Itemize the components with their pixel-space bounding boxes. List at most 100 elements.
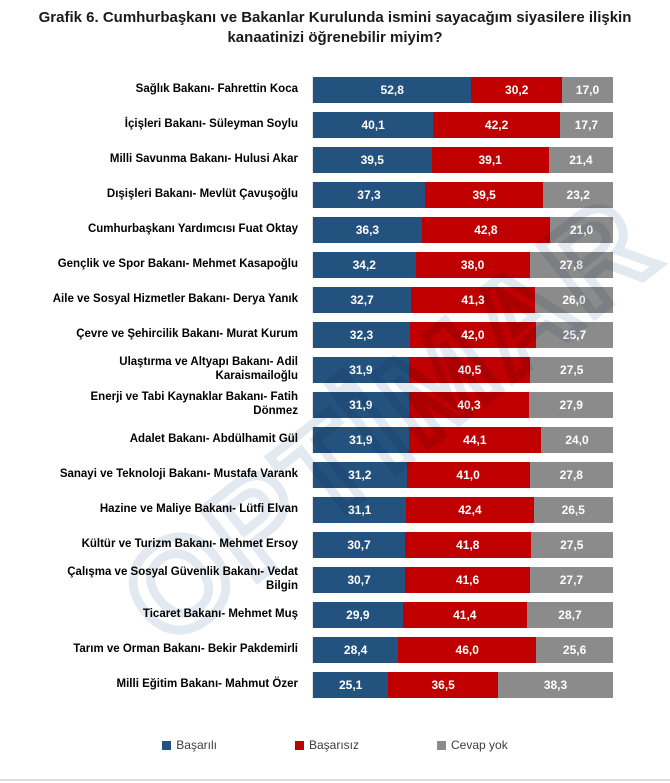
bar-value-label: 30,7 [347, 537, 371, 552]
bar-segment-basarisiz: 40,3 [408, 391, 530, 418]
bar-value-label: 37,3 [357, 187, 381, 202]
chart-row: Ulaştırma ve Altyapı Bakanı- Adil Karais… [12, 352, 613, 387]
row-label: Ticaret Bakanı- Mehmet Muş [142, 607, 298, 620]
bar-track: 34,2 38,0 27,8 [312, 251, 613, 278]
chart-row: Dışişleri Bakanı- Mevlüt Çavuşoğlu 37,3 39… [12, 177, 613, 212]
bar-value-label: 31,1 [347, 502, 372, 517]
bar-value-label: 32,7 [350, 292, 374, 307]
bar-segment-basarili: 29,9 [313, 601, 403, 628]
legend-label-cevap-yok: Cevap yok [451, 738, 508, 752]
legend-item-cevap-yok: Cevap yok [437, 738, 508, 752]
bar-segment-basarili: 31,2 [313, 461, 407, 488]
row-label: Milli Savunma Bakanı- Hulusi Akar [109, 152, 298, 165]
bar-segment-cevap-yok: 21,4 [548, 146, 613, 173]
row-label: Kültür ve Turizm Bakanı- Mehmet Ersoy [81, 537, 298, 550]
bar-segment-basarili: 28,4 [313, 636, 399, 663]
bar-track: 31,9 40,3 27,9 [312, 391, 613, 418]
chart-row: Gençlik ve Spor Bakanı- Mehmet Kasapoğlu… [12, 247, 613, 282]
bar-segment-basarisiz: 41,3 [411, 286, 535, 313]
bar-segment-basarili: 25,1 [313, 671, 389, 698]
chart-row: Cumhurbaşkanı Yardımcısı Fuat Oktay 36,3 4… [12, 212, 613, 247]
row-label: Enerji ve Tabi Kaynaklar Bakanı- Fatih D… [90, 390, 299, 417]
bar-track: 30,7 41,6 27,7 [312, 566, 613, 593]
bar-segment-basarili: 32,7 [313, 286, 412, 313]
bar-segment-basarili: 36,3 [313, 216, 422, 243]
bar-segment-basarisiz: 41,4 [402, 601, 527, 628]
bar-segment-basarili: 31,9 [313, 356, 409, 383]
row-label: Ulaştırma ve Altyapı Bakanı- Adil Karais… [119, 355, 298, 382]
row-label: Sanayi ve Teknoloji Bakanı- Mustafa Vara… [59, 467, 298, 480]
bar-track: 31,9 40,5 27,5 [312, 356, 613, 383]
bar-value-label: 32,3 [349, 327, 374, 342]
row-label: Sağlık Bakanı- Fahrettin Koca [135, 82, 298, 95]
bar-segment-basarisiz: 46,0 [398, 636, 537, 663]
bar-segment-basarili: 40,1 [313, 111, 434, 138]
bar-track: 31,2 41,0 27,8 [312, 461, 613, 488]
row-label: Tarım ve Orman Bakanı- Bekir Pakdemirli [73, 642, 298, 655]
bar-track: 28,4 46,0 25,6 [312, 636, 613, 663]
legend-label-basarisiz: Başarısız [308, 738, 359, 752]
bar-segment-basarili: 32,3 [313, 321, 410, 348]
row-label: Adalet Bakanı- Abdülhamit Gül [129, 432, 298, 445]
chart-row: Sağlık Bakanı- Fahrettin Koca 52,8 30,2 17,… [12, 72, 613, 107]
bar-value-label: 27,8 [559, 257, 583, 272]
chart-row: Kültür ve Turizm Bakanı- Mehmet Ersoy 30,… [12, 527, 613, 562]
bar-track: 36,3 42,8 21,0 [312, 216, 613, 243]
legend-label-basarili: Başarılı [176, 738, 217, 752]
chart-row: Aile ve Sosyal Hizmetler Bakanı- Derya Y… [12, 282, 613, 317]
bar-value-label: 27,5 [560, 537, 584, 552]
legend-item-basarili: Başarılı [162, 738, 217, 752]
bar-value-label: 44,1 [463, 432, 487, 447]
bar-track: 52,8 30,2 17,0 [312, 76, 613, 103]
chart-row: Tarım ve Orman Bakanı- Bekir Pakdemirli 2… [12, 632, 613, 667]
bar-value-label: 28,4 [343, 642, 368, 657]
bar-value-label: 38,0 [460, 257, 485, 272]
bar-value-label: 31,2 [348, 467, 372, 482]
bar-segment-cevap-yok: 27,8 [529, 461, 613, 488]
bar-track: 39,5 39,1 21,4 [312, 146, 613, 173]
bar-segment-cevap-yok: 23,2 [543, 181, 613, 208]
bar-track: 29,9 41,4 28,7 [312, 601, 613, 628]
bar-value-label: 40,1 [361, 117, 385, 132]
bar-segment-basarili: 52,8 [313, 76, 472, 103]
bar-value-label: 41,4 [453, 607, 477, 622]
bar-segment-basarili: 37,3 [313, 181, 425, 208]
bar-segment-cevap-yok: 25,7 [535, 321, 613, 348]
bar-segment-basarisiz: 42,2 [433, 111, 560, 138]
chart-title: Grafik 6. Cumhurbaşkanı ve Bakanlar Kuru… [38, 9, 632, 46]
bar-value-label: 42,0 [461, 327, 485, 342]
bar-segment-cevap-yok: 26,0 [535, 286, 613, 313]
row-label: Çevre ve Şehircilik Bakanı- Murat Kurum [76, 327, 298, 340]
chart-row: Çevre ve Şehircilik Bakanı- Murat Kurum 3… [12, 317, 613, 352]
bar-segment-basarili: 34,2 [313, 251, 416, 278]
chart-row: Çalışma ve Sosyal Güvenlik Bakanı- Vedat… [12, 562, 613, 597]
bar-value-label: 38,3 [543, 677, 568, 692]
bar-segment-cevap-yok: 21,0 [550, 216, 613, 243]
bar-segment-cevap-yok: 24,0 [541, 426, 613, 453]
bar-value-label: 52,8 [380, 82, 404, 97]
bottom-divider [0, 779, 670, 781]
row-label: Dışişleri Bakanı- Mevlüt Çavuşoğlu [106, 187, 298, 200]
bar-value-label: 41,6 [455, 572, 480, 587]
bar-segment-cevap-yok: 17,0 [562, 76, 613, 103]
row-label: Milli Eğitim Bakanı- Mahmut Özer [116, 677, 298, 690]
bar-segment-cevap-yok: 25,6 [536, 636, 613, 663]
row-label: Cumhurbaşkanı Yardımcısı Fuat Oktay [87, 222, 298, 235]
bar-segment-cevap-yok: 27,5 [530, 356, 613, 383]
legend-swatch-cevap-yok-icon [437, 740, 446, 750]
row-label: Aile ve Sosyal Hizmetler Bakanı- Derya Y… [52, 292, 298, 305]
bar-segment-cevap-yok: 27,7 [529, 566, 613, 593]
bar-track: 32,7 41,3 26,0 [312, 286, 613, 313]
bar-segment-cevap-yok: 27,5 [530, 531, 613, 558]
bar-segment-basarili: 31,9 [313, 426, 409, 453]
bar-value-label: 17,0 [575, 82, 600, 97]
bar-segment-basarisiz: 42,0 [409, 321, 536, 348]
bar-segment-basarili: 31,1 [313, 496, 407, 523]
bar-segment-basarili: 30,7 [313, 531, 406, 558]
bar-segment-basarisiz: 42,4 [406, 496, 534, 523]
bar-value-label: 36,3 [355, 222, 380, 237]
bar-value-label: 27,5 [560, 362, 584, 377]
bar-value-label: 39,1 [478, 152, 502, 167]
bar-value-label: 24,0 [565, 432, 589, 447]
